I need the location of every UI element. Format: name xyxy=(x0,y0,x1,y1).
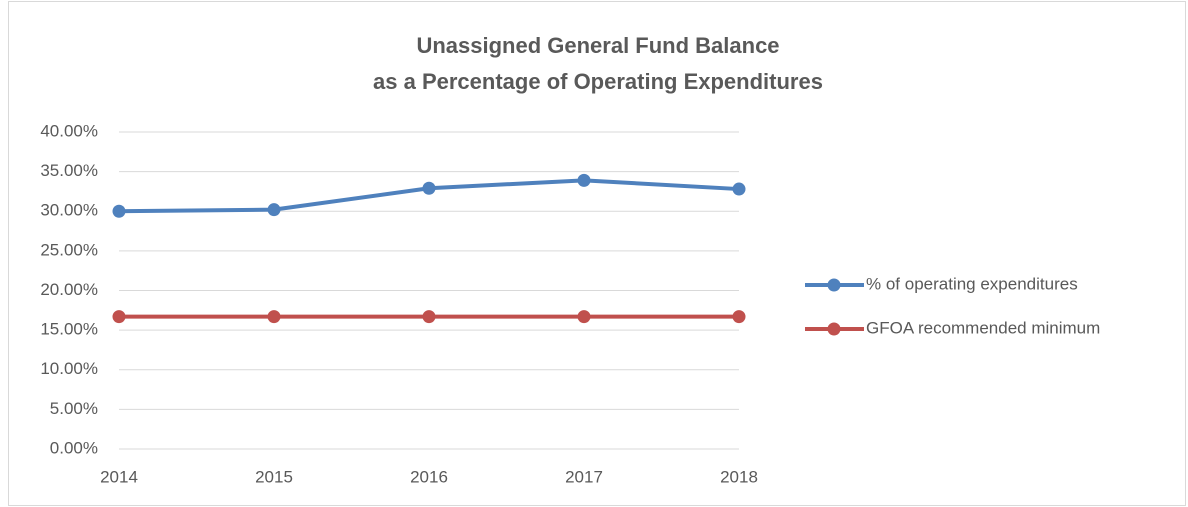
y-tick-label: 40.00% xyxy=(40,121,98,140)
point-marker xyxy=(267,203,281,217)
legend-marker xyxy=(827,322,841,336)
y-tick-label: 30.00% xyxy=(40,201,98,220)
point-marker xyxy=(422,310,436,324)
point-marker xyxy=(732,310,746,324)
x-tick-label: 2015 xyxy=(255,467,293,486)
chart-title: Unassigned General Fund Balance xyxy=(416,33,779,58)
x-tick-label: 2016 xyxy=(410,467,448,486)
x-tick-label: 2018 xyxy=(720,467,758,486)
point-marker xyxy=(112,310,126,324)
y-tick-label: 10.00% xyxy=(40,359,98,378)
point-marker xyxy=(577,310,591,324)
point-marker xyxy=(732,182,746,196)
point-marker xyxy=(422,181,436,195)
y-tick-label: 35.00% xyxy=(40,161,98,180)
y-tick-label: 20.00% xyxy=(40,280,98,299)
point-marker xyxy=(112,204,126,218)
legend-marker xyxy=(827,278,841,292)
chart-frame xyxy=(8,1,1186,506)
point-marker xyxy=(577,173,591,187)
y-tick-label: 15.00% xyxy=(40,320,98,339)
x-tick-label: 2014 xyxy=(100,467,138,486)
legend-label: % of operating expenditures xyxy=(866,274,1078,293)
y-tick-label: 5.00% xyxy=(50,399,98,418)
x-tick-label: 2017 xyxy=(565,467,603,486)
chart-title: as a Percentage of Operating Expenditure… xyxy=(373,69,823,94)
legend-label: GFOA recommended minimum xyxy=(866,318,1100,337)
y-tick-label: 0.00% xyxy=(50,438,98,457)
point-marker xyxy=(267,310,281,324)
y-tick-label: 25.00% xyxy=(40,240,98,259)
